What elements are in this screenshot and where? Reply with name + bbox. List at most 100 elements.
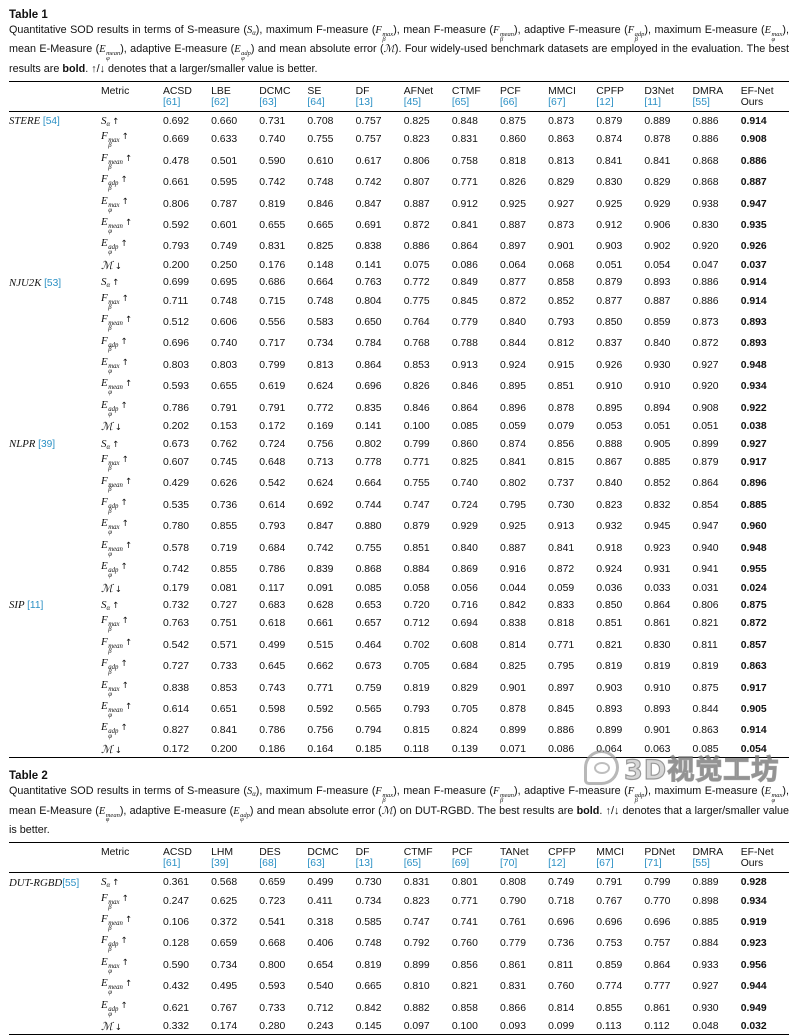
citation-ref[interactable]: [63] bbox=[307, 858, 325, 869]
up-arrow-icon: ↑ bbox=[112, 278, 120, 289]
citation-ref[interactable]: [55] bbox=[692, 858, 710, 869]
up-arrow-icon: ↑ bbox=[120, 562, 128, 573]
value-cell: 0.806 bbox=[163, 198, 190, 210]
citation-ref[interactable]: [67] bbox=[596, 858, 614, 869]
citation-ref[interactable]: [63] bbox=[259, 96, 277, 108]
value-cell: 0.864 bbox=[692, 478, 719, 490]
table-row: ℳ ↓ 0.202 0.153 0.172 0.169 0.141 0.100 0.085 0.0… bbox=[9, 419, 789, 435]
citation-ref[interactable]: [69] bbox=[451, 858, 470, 869]
value-cell: 0.733 bbox=[211, 661, 238, 673]
citation-ref[interactable]: [13] bbox=[355, 96, 373, 108]
value-cell: 0.858 bbox=[548, 277, 575, 289]
citation-ref[interactable]: [11] bbox=[644, 96, 661, 108]
value-cell: 0.705 bbox=[403, 661, 430, 673]
value-cell: 0.846 bbox=[403, 402, 430, 414]
up-arrow-icon: ↑ bbox=[124, 315, 133, 326]
table-row: ℳ ↓ 0.172 0.200 0.186 0.164 0.185 0.118 0.139 0.0… bbox=[9, 742, 789, 758]
value-cell: 0.873 bbox=[692, 317, 719, 329]
citation-ref[interactable]: [64] bbox=[307, 96, 325, 108]
metric-formula: ℳ ↓ bbox=[101, 582, 122, 595]
method-name: EF-Net bbox=[740, 85, 774, 97]
dataset-label: SIP [11] bbox=[9, 599, 44, 612]
value-cell: 0.916 bbox=[499, 564, 526, 576]
value-cell: 0.841 bbox=[499, 457, 526, 468]
value-cell: 0.888 bbox=[596, 438, 623, 450]
value-cell: 0.169 bbox=[307, 421, 334, 433]
value-cell: 0.947 bbox=[740, 198, 767, 210]
value-cell: 0.665 bbox=[355, 981, 382, 993]
value-cell: 0.872 bbox=[548, 564, 575, 576]
value-cell: 0.717 bbox=[259, 338, 286, 350]
up-arrow-icon: ↑ bbox=[112, 439, 120, 450]
citation-ref[interactable]: [70] bbox=[499, 858, 518, 869]
method-name: MMCI bbox=[548, 85, 576, 97]
citation-ref[interactable]: [68] bbox=[259, 858, 277, 869]
value-cell: 0.790 bbox=[499, 895, 526, 907]
value-cell: 0.153 bbox=[211, 421, 238, 433]
citation-ref[interactable]: [67] bbox=[548, 96, 566, 108]
method-header-pcf: PCF [69] bbox=[452, 843, 500, 873]
value-cell: 0.886 bbox=[692, 295, 719, 307]
method-header-se: SE [64] bbox=[307, 81, 355, 111]
citation-ref[interactable]: [71] bbox=[644, 858, 662, 869]
dataset-label bbox=[9, 236, 101, 257]
citation-ref[interactable]: [12] bbox=[596, 96, 614, 108]
value-cell: 0.056 bbox=[451, 582, 478, 594]
citation-ref[interactable]: [62] bbox=[211, 96, 229, 108]
citation-ref[interactable]: [66] bbox=[499, 96, 518, 108]
value-cell: 0.903 bbox=[596, 241, 623, 253]
value-cell: 0.826 bbox=[403, 381, 430, 393]
value-cell: 0.645 bbox=[259, 661, 286, 673]
table1-label: Table 1 bbox=[9, 9, 48, 21]
citation-ref[interactable]: [12] bbox=[548, 858, 566, 869]
header-row: Metric ACSD [61] LBE [62] DCMC [63] SE [64] DF [13… bbox=[9, 81, 789, 112]
value-cell: 0.696 bbox=[644, 916, 671, 928]
citation-ref[interactable]: [65] bbox=[451, 96, 470, 108]
value-cell: 0.859 bbox=[644, 317, 671, 329]
value-cell: 0.922 bbox=[740, 402, 767, 414]
citation-ref[interactable]: [11] bbox=[27, 600, 44, 612]
method-header-dcmc: DCMC [63] bbox=[259, 81, 307, 111]
citation-ref[interactable]: [61] bbox=[163, 858, 181, 869]
citation-ref[interactable]: [55] bbox=[692, 96, 710, 108]
value-cell: 0.112 bbox=[644, 1021, 670, 1033]
value-cell: 0.799 bbox=[403, 438, 430, 450]
citation-ref[interactable]: [13] bbox=[355, 858, 373, 869]
value-cell: 0.578 bbox=[163, 542, 190, 554]
value-cell: 0.855 bbox=[211, 521, 238, 533]
value-cell: 0.830 bbox=[596, 177, 623, 189]
citation-ref[interactable]: [39] bbox=[211, 858, 229, 869]
citation-ref[interactable]: [54] bbox=[42, 116, 60, 128]
value-cell: 0.651 bbox=[211, 703, 238, 715]
method-header-mmci: MMCI [67] bbox=[596, 843, 644, 873]
up-arrow-icon: ↑ bbox=[121, 616, 129, 627]
citation-ref[interactable]: [65] bbox=[403, 858, 422, 869]
value-cell: 0.896 bbox=[740, 478, 767, 490]
dataset-label bbox=[9, 976, 101, 997]
dataset-label bbox=[9, 172, 101, 193]
citation-ref[interactable]: [61] bbox=[163, 96, 181, 108]
value-cell: 0.624 bbox=[307, 478, 334, 490]
value-cell: 0.179 bbox=[163, 582, 190, 594]
citation-ref[interactable]: [53] bbox=[44, 277, 62, 289]
citation-ref[interactable]: [39] bbox=[38, 439, 56, 450]
value-cell: 0.593 bbox=[259, 981, 286, 993]
dataset-label bbox=[9, 290, 101, 311]
up-arrow-icon: ↑ bbox=[120, 175, 128, 186]
citation-ref[interactable]: [45] bbox=[403, 96, 422, 108]
value-cell: 0.036 bbox=[596, 582, 623, 594]
value-cell: 0.614 bbox=[259, 499, 286, 511]
up-arrow-icon: ↑ bbox=[124, 476, 133, 487]
dataset-label bbox=[9, 699, 101, 720]
citation-ref[interactable]: [55] bbox=[62, 877, 80, 889]
